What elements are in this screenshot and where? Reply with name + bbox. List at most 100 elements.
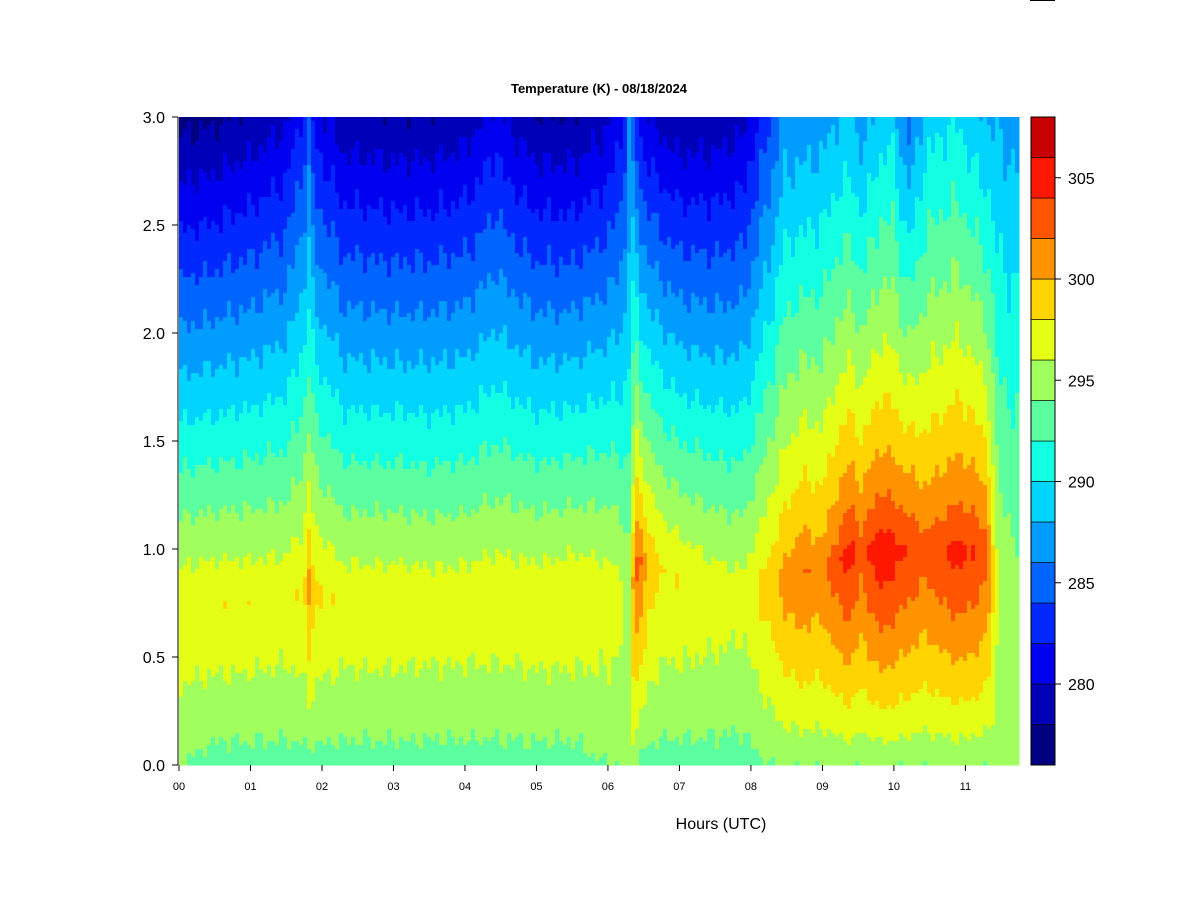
- contour-cell: [899, 421, 904, 466]
- contour-cell: [899, 329, 904, 374]
- contour-cell: [303, 233, 308, 290]
- contour-cell: [839, 561, 844, 606]
- contour-cell: [807, 573, 812, 634]
- contour-cell: [279, 561, 284, 650]
- contour-cell: [935, 689, 940, 734]
- contour-cell: [943, 597, 948, 650]
- contour-cell: [607, 173, 612, 222]
- contour-cell: [863, 117, 868, 142]
- contour-cell: [355, 117, 360, 142]
- contour-cell: [179, 521, 184, 570]
- contour-cell: [867, 661, 872, 702]
- contour-cell: [787, 677, 792, 734]
- contour-cell: [923, 577, 928, 630]
- contour-cell: [695, 653, 700, 742]
- contour-cell: [879, 289, 884, 358]
- contour-cell: [271, 233, 276, 294]
- contour-cell: [751, 317, 756, 382]
- contour-cell: [327, 117, 332, 182]
- contour-cell: [923, 681, 928, 726]
- contour-cell: [215, 225, 220, 270]
- chart-title: Temperature (K) - 08/18/2024: [511, 81, 688, 96]
- contour-cell: [655, 117, 660, 130]
- contour-cell: [919, 489, 924, 534]
- contour-cell: [679, 673, 684, 746]
- contour-cell: [391, 313, 396, 370]
- contour-cell: [483, 665, 488, 738]
- contour-cell: [471, 117, 476, 138]
- contour-cell: [179, 317, 184, 370]
- contour-cell: [935, 357, 940, 414]
- contour-cell: [891, 201, 896, 278]
- contour-cell: [639, 493, 644, 530]
- contour-cell: [643, 293, 648, 346]
- contour-cell: [203, 757, 208, 766]
- contour-cell: [955, 541, 960, 566]
- contour-cell: [815, 249, 820, 310]
- contour-cell: [247, 681, 252, 746]
- contour-cell: [319, 609, 324, 682]
- contour-cell: [943, 697, 948, 738]
- contour-cell: [683, 117, 688, 170]
- contour-cell: [223, 601, 228, 610]
- contour-cell: [715, 461, 720, 514]
- contour-cell: [755, 309, 760, 362]
- contour-cell: [659, 325, 664, 370]
- contour-cell: [563, 665, 568, 746]
- contour-cell: [719, 149, 724, 206]
- contour-cell: [723, 461, 728, 510]
- contour-cell: [299, 137, 304, 190]
- contour-cell: [831, 597, 836, 646]
- contour-cell: [203, 217, 208, 262]
- contour-cell: [351, 557, 356, 666]
- contour-cell: [271, 177, 276, 234]
- contour-cell: [383, 261, 388, 310]
- contour-cell: [411, 273, 416, 322]
- contour-cell: [443, 405, 448, 462]
- contour-cell: [991, 725, 996, 766]
- contour-cell: [487, 457, 492, 506]
- contour-cell: [699, 357, 704, 406]
- contour-cell: [451, 737, 456, 766]
- contour-cell: [507, 349, 512, 398]
- contour-cell: [907, 277, 912, 326]
- contour-cell: [663, 117, 668, 138]
- contour-cell: [667, 333, 672, 390]
- contour-cell: [475, 513, 480, 562]
- contour-cell: [647, 349, 652, 394]
- contour-cell: [583, 117, 588, 154]
- contour-cell: [395, 401, 400, 458]
- contour-cell: [479, 233, 484, 282]
- contour-cell: [591, 305, 596, 354]
- contour-cell: [691, 453, 696, 506]
- contour-cell: [547, 153, 552, 198]
- contour-cell: [287, 377, 292, 442]
- contour-cell: [599, 117, 604, 158]
- contour-cell: [235, 161, 240, 214]
- contour-cell: [879, 737, 884, 766]
- contour-cell: [891, 741, 896, 766]
- contour-cell: [635, 297, 640, 342]
- contour-cell: [435, 409, 440, 458]
- contour-cell: [643, 749, 648, 766]
- contour-cell: [583, 197, 588, 246]
- contour-cell: [347, 301, 352, 354]
- contour-cell: [747, 161, 752, 226]
- contour-cell: [827, 341, 832, 398]
- contour-cell: [779, 385, 784, 450]
- contour-cell: [883, 625, 888, 670]
- contour-cell: [191, 525, 196, 574]
- contour-cell: [203, 689, 208, 758]
- contour-cell: [483, 341, 488, 394]
- contour-cell: [659, 117, 664, 146]
- contour-cell: [923, 629, 928, 682]
- contour-cell: [447, 729, 452, 766]
- contour-cell: [727, 357, 732, 418]
- contour-cell: [551, 309, 556, 354]
- contour-cell: [651, 453, 656, 494]
- contour-cell: [799, 481, 804, 534]
- contour-cell: [435, 457, 440, 510]
- contour-cell: [803, 237, 808, 298]
- contour-cell: [627, 253, 632, 370]
- contour-cell: [231, 505, 236, 562]
